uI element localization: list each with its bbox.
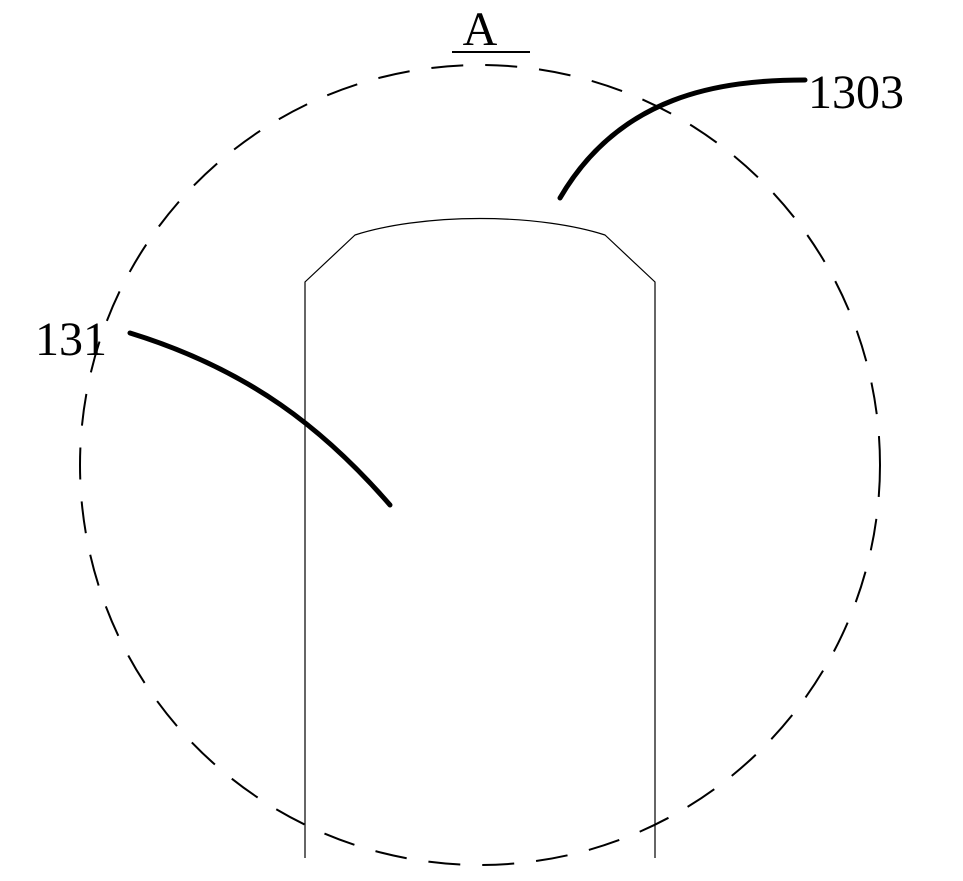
detail-view-label: A [463, 3, 498, 56]
leader-line [130, 333, 390, 505]
leader-line [560, 80, 805, 198]
technical-diagram: A 1303 131 [0, 0, 963, 881]
callout-label: 131 [35, 313, 107, 366]
callout-label: 1303 [808, 66, 904, 119]
detail-view-circle [80, 65, 880, 865]
component-outline [305, 218, 655, 858]
